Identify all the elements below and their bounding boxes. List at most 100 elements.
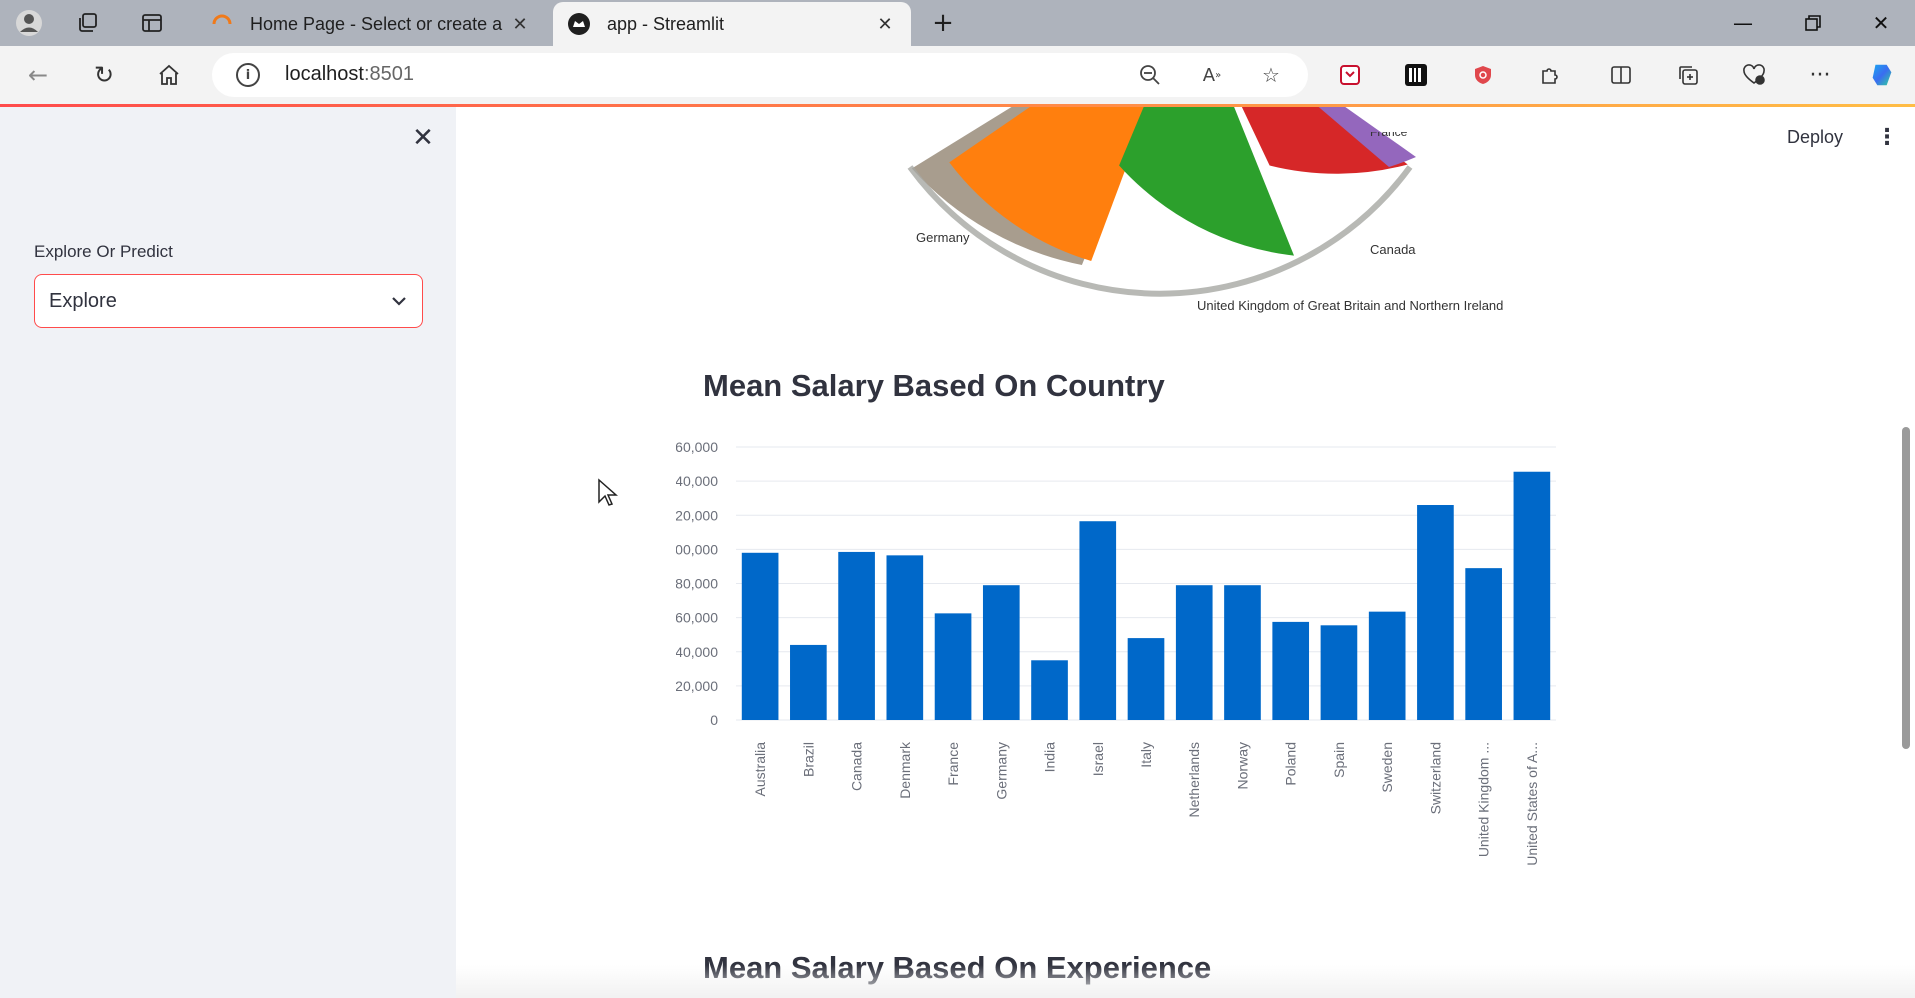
- new-tab-icon[interactable]: +: [932, 8, 954, 38]
- address-bar[interactable]: i localhost:8501 A» ☆: [212, 53, 1308, 97]
- pie-slice-germany: [949, 107, 1149, 261]
- streamlit-crown-icon: [568, 13, 590, 35]
- y-tick-label: 140,000: [676, 473, 718, 489]
- bar-norway[interactable]: [1224, 585, 1261, 720]
- favorite-star-icon[interactable]: ☆: [1262, 63, 1280, 87]
- tab-title: Home Page - Select or create a n: [250, 13, 508, 34]
- barcode-extension-icon[interactable]: [1402, 61, 1430, 89]
- country-salary-heading: Mean Salary Based On Country: [703, 368, 1165, 403]
- browser-toolbar: ← ↻ i localhost:8501 A» ☆ ···: [0, 46, 1915, 104]
- bar-poland[interactable]: [1272, 621, 1310, 720]
- x-tick-label: Switzerland: [1427, 742, 1443, 814]
- bottom-fade: [456, 965, 1915, 998]
- close-tab-icon[interactable]: ✕: [877, 13, 893, 35]
- x-tick-label: Australia: [752, 742, 768, 797]
- pie-slice-france: [1318, 107, 1416, 167]
- loading-spinner-icon: [212, 14, 232, 25]
- select-value: Explore: [49, 289, 117, 312]
- x-tick-label: Netherlands: [1186, 742, 1202, 818]
- pie-chart: [907, 107, 1416, 297]
- x-tick-label: Israel: [1090, 742, 1106, 776]
- tab-streamlit-app[interactable]: app - Streamlit ✕: [553, 2, 911, 46]
- url-text[interactable]: localhost:8501: [285, 63, 414, 86]
- country-salary-bar-chart: 0 20,000 40,000 60,000 80,000 100,000 120,000 1…: [676, 439, 1556, 866]
- bar-brazil[interactable]: [790, 644, 827, 720]
- home-icon[interactable]: [153, 59, 185, 91]
- sidebar: ✕ Explore Or Predict Explore: [0, 107, 456, 998]
- collections-icon[interactable]: [1674, 61, 1702, 89]
- pie-slice-canada: [1241, 107, 1408, 174]
- bar-switzerland[interactable]: [1417, 505, 1454, 720]
- pie-label-france: France: [1370, 125, 1408, 139]
- back-icon[interactable]: ←: [27, 61, 49, 89]
- url-host: localhost: [285, 63, 364, 85]
- tab-title: app - Streamlit: [607, 13, 725, 34]
- deploy-button[interactable]: Deploy: [1787, 127, 1844, 147]
- copilot-icon[interactable]: [1868, 61, 1896, 89]
- bar-australia[interactable]: [741, 552, 779, 720]
- browser-essentials-icon[interactable]: [1740, 61, 1768, 89]
- reload-icon[interactable]: ↻: [93, 61, 115, 89]
- x-tick-label: France: [945, 742, 961, 786]
- pie-slice-uk: [1119, 107, 1294, 256]
- x-tick-label: Canada: [849, 742, 865, 791]
- split-screen-icon[interactable]: [1607, 61, 1635, 89]
- shield-extension-icon[interactable]: [1469, 61, 1497, 89]
- profile-icon[interactable]: [14, 8, 44, 38]
- bar-israel[interactable]: [1079, 521, 1117, 720]
- page-loading-bar: [0, 104, 1915, 107]
- pie-label-uk: United Kingdom of Great Britain and Nort…: [1197, 298, 1504, 313]
- y-tick-label: 0: [710, 712, 718, 728]
- close-window-icon[interactable]: ✕: [1872, 11, 1890, 35]
- y-tick-label: 80,000: [676, 576, 718, 592]
- restore-icon[interactable]: [1790, 6, 1836, 40]
- main-content: Deploy ⋮ Germany France Canada United Ki…: [456, 107, 1915, 998]
- bar-netherlands[interactable]: [1175, 585, 1213, 720]
- x-tick-label: Brazil: [800, 742, 816, 777]
- chevron-down-icon: [392, 297, 406, 306]
- explore-predict-select[interactable]: Explore: [34, 274, 423, 328]
- page-scrollbar[interactable]: [1902, 427, 1910, 749]
- x-tick-label: Poland: [1283, 742, 1299, 786]
- pie-outer-ring: [907, 165, 1413, 297]
- url-port: :8501: [363, 63, 414, 85]
- y-tick-label: 60,000: [676, 610, 718, 626]
- bar-united-states-of-a[interactable]: [1513, 471, 1551, 720]
- pocket-extension-icon[interactable]: [1336, 61, 1364, 89]
- bar-germany[interactable]: [982, 585, 1020, 720]
- read-aloud-icon[interactable]: A»: [1202, 64, 1222, 86]
- x-tick-label: Germany: [993, 742, 1009, 800]
- close-tab-icon[interactable]: ✕: [512, 13, 528, 35]
- bar-canada[interactable]: [838, 551, 875, 720]
- y-tick-label: 100,000: [676, 541, 718, 557]
- zoom-out-icon[interactable]: [1136, 61, 1164, 89]
- main-menu-icon[interactable]: ⋮: [1876, 125, 1898, 150]
- pie-label-canada: Canada: [1370, 242, 1416, 257]
- x-tick-label: India: [1042, 742, 1058, 773]
- tab-home-page[interactable]: Home Page - Select or create a n ✕: [196, 2, 546, 46]
- mouse-cursor-icon: [598, 478, 618, 506]
- x-tick-label: Norway: [1234, 742, 1250, 789]
- bar-italy[interactable]: [1127, 638, 1165, 720]
- explore-predict-label: Explore Or Predict: [34, 242, 173, 261]
- workspaces-icon[interactable]: [73, 8, 103, 38]
- x-tick-label: United States of A...: [1524, 742, 1540, 866]
- x-tick-label: United Kingdom ...: [1476, 742, 1492, 857]
- y-tick-label: 120,000: [676, 507, 718, 523]
- y-tick-label: 20,000: [676, 678, 718, 694]
- tab-actions-icon[interactable]: [137, 8, 167, 38]
- more-menu-icon[interactable]: ···: [1809, 62, 1831, 88]
- bar-spain[interactable]: [1320, 625, 1358, 720]
- bar-sweden[interactable]: [1368, 611, 1406, 720]
- bar-denmark[interactable]: [886, 555, 924, 720]
- close-sidebar-icon[interactable]: ✕: [412, 123, 434, 153]
- bar-india[interactable]: [1031, 660, 1068, 720]
- x-tick-label: Italy: [1138, 742, 1154, 768]
- bar-france[interactable]: [934, 613, 972, 720]
- y-tick-label: 160,000: [676, 439, 718, 455]
- bar-united-kingdom[interactable]: [1465, 568, 1502, 720]
- site-info-icon[interactable]: i: [236, 63, 260, 87]
- x-tick-label: Sweden: [1379, 742, 1395, 793]
- minimize-icon[interactable]: —: [1733, 11, 1753, 35]
- extensions-puzzle-icon[interactable]: [1536, 61, 1564, 89]
